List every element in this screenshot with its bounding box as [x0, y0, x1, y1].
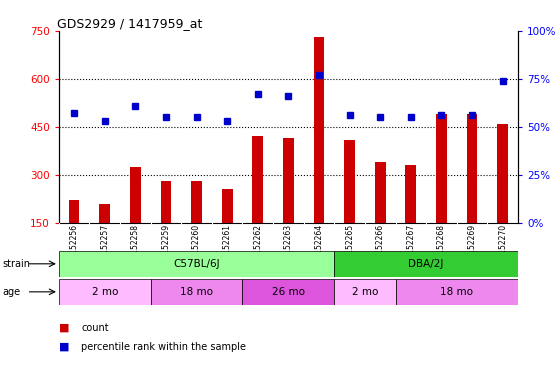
Text: GSM152260: GSM152260	[192, 224, 201, 270]
Bar	[314, 37, 324, 223]
Text: GSM152257: GSM152257	[100, 224, 109, 270]
Text: strain: strain	[3, 259, 31, 269]
Text: 18 mo: 18 mo	[440, 287, 473, 297]
Bar	[242, 279, 334, 305]
Text: C57BL/6J: C57BL/6J	[173, 259, 220, 269]
Text: GSM152263: GSM152263	[284, 224, 293, 270]
Text: GSM152256: GSM152256	[69, 224, 78, 270]
Bar	[59, 251, 334, 277]
Text: DBA/2J: DBA/2J	[408, 259, 444, 269]
Bar	[69, 200, 80, 223]
Text: GDS2929 / 1417959_at: GDS2929 / 1417959_at	[57, 17, 202, 30]
Bar	[344, 139, 355, 223]
Bar	[395, 279, 518, 305]
Text: 2 mo: 2 mo	[352, 287, 378, 297]
Text: GSM152264: GSM152264	[315, 224, 324, 270]
Text: age: age	[3, 287, 21, 297]
Bar	[436, 114, 447, 223]
Text: 2 mo: 2 mo	[91, 287, 118, 297]
Bar	[99, 204, 110, 223]
Bar	[334, 251, 518, 277]
Text: GSM152258: GSM152258	[131, 224, 140, 270]
Bar	[375, 162, 386, 223]
Text: GSM152261: GSM152261	[223, 224, 232, 270]
Bar	[59, 279, 151, 305]
Bar	[222, 189, 232, 223]
Text: GSM152269: GSM152269	[468, 224, 477, 270]
Text: GSM152266: GSM152266	[376, 224, 385, 270]
Bar	[466, 114, 478, 223]
Text: count: count	[81, 323, 109, 333]
Text: ■: ■	[59, 323, 69, 333]
Bar	[151, 279, 242, 305]
Bar	[283, 138, 294, 223]
Text: 26 mo: 26 mo	[272, 287, 305, 297]
Text: GSM152268: GSM152268	[437, 224, 446, 270]
Bar	[497, 124, 508, 223]
Bar	[405, 165, 416, 223]
Text: 18 mo: 18 mo	[180, 287, 213, 297]
Text: GSM152259: GSM152259	[161, 224, 170, 270]
Text: ■: ■	[59, 342, 69, 352]
Bar	[130, 167, 141, 223]
Bar	[334, 279, 395, 305]
Text: GSM152267: GSM152267	[407, 224, 416, 270]
Bar	[191, 181, 202, 223]
Text: GSM152265: GSM152265	[345, 224, 354, 270]
Bar	[161, 181, 171, 223]
Text: GSM152262: GSM152262	[253, 224, 262, 270]
Bar	[253, 136, 263, 223]
Text: percentile rank within the sample: percentile rank within the sample	[81, 342, 246, 352]
Text: GSM152270: GSM152270	[498, 224, 507, 270]
